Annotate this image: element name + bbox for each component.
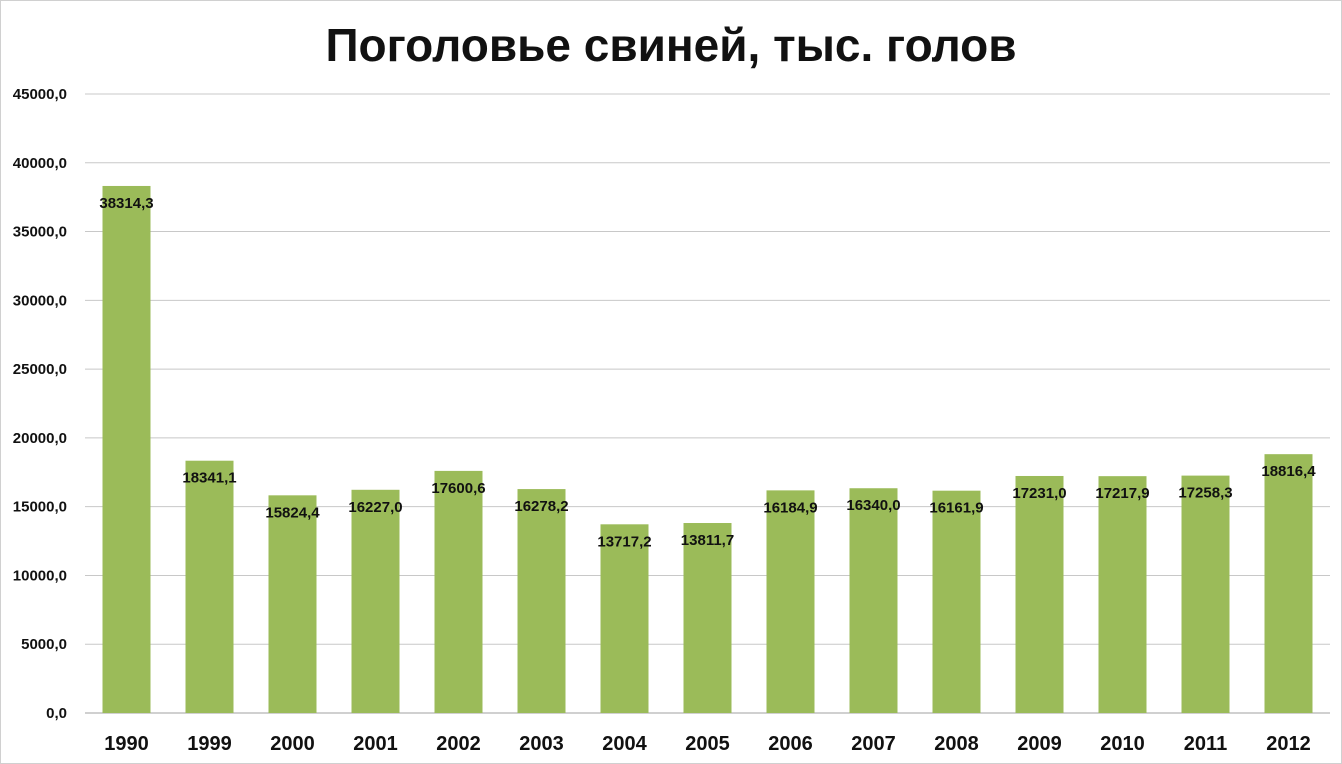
bar: [1264, 454, 1313, 713]
bar: [766, 490, 815, 713]
x-tick-label: 2007: [851, 733, 896, 755]
x-tick-label: 2010: [1100, 733, 1145, 755]
bar: [185, 460, 234, 713]
bar: [102, 185, 151, 713]
y-tick-label: 10000,0: [13, 567, 67, 584]
data-label: 13717,2: [597, 533, 651, 550]
x-tick-label: 2008: [934, 733, 979, 755]
data-label: 16161,9: [929, 500, 983, 517]
y-tick-label: 0,0: [46, 705, 67, 722]
bar: [434, 470, 483, 713]
y-tick-label: 45000,0: [13, 86, 67, 103]
data-label: 15824,4: [265, 504, 320, 521]
data-label: 16184,9: [763, 499, 817, 516]
bar: [268, 495, 317, 713]
data-label: 16227,0: [348, 499, 402, 516]
bars: [102, 185, 1313, 713]
bar: [932, 490, 981, 713]
data-label: 18816,4: [1261, 463, 1316, 480]
y-tick-label: 35000,0: [13, 224, 67, 241]
chart-title: Поголовье свиней, тыс. голов: [325, 19, 1017, 71]
data-labels: 38314,3 18341,1 15824,4 16227,0 17600,6 16278…: [99, 195, 1316, 550]
x-tick-label: 1990: [104, 733, 149, 755]
x-tick-label: 2012: [1266, 733, 1311, 755]
x-tick-label: 2011: [1184, 733, 1227, 755]
data-label: 18341,1: [182, 470, 236, 487]
y-tick-label: 20000,0: [13, 430, 67, 447]
data-label: 13811,7: [681, 532, 734, 549]
data-label: 16340,0: [846, 497, 900, 514]
data-label: 16278,2: [514, 498, 568, 515]
bar: [1098, 476, 1147, 713]
bar: [1015, 475, 1064, 713]
y-tick-label: 25000,0: [13, 361, 67, 378]
y-tick-label: 15000,0: [13, 499, 67, 516]
bar: [1181, 475, 1230, 713]
bar: [849, 488, 898, 713]
y-tick-label: 5000,0: [21, 636, 67, 653]
x-tick-label: 2000: [270, 733, 315, 755]
x-tick-label: 1999: [187, 733, 232, 755]
y-tick-label: 40000,0: [13, 155, 67, 172]
data-label: 38314,3: [99, 195, 153, 212]
data-label: 17217,9: [1095, 485, 1149, 502]
bar: [351, 489, 400, 713]
x-tick-label: 2006: [768, 733, 813, 755]
x-tick-label: 2002: [436, 733, 481, 755]
x-tick-label: 2003: [519, 733, 564, 755]
data-label: 17231,0: [1012, 485, 1066, 502]
x-tick-label: 2005: [685, 733, 730, 755]
bar: [683, 523, 732, 713]
data-label: 17600,6: [431, 480, 485, 497]
x-tick-label: 2009: [1017, 733, 1062, 755]
bar: [517, 489, 566, 713]
x-axis-tick-labels: 1990 1999 2000 2001 2002 2003 2004 2005 2006 2007…: [104, 733, 1311, 755]
y-axis-tick-labels: 0,0 5000,0 10000,0 15000,0 20000,0 25000,0 300…: [13, 86, 67, 722]
y-tick-label: 30000,0: [13, 292, 67, 309]
x-tick-label: 2001: [353, 733, 398, 755]
bar: [600, 524, 649, 713]
data-label: 17258,3: [1178, 485, 1232, 502]
x-tick-label: 2004: [602, 733, 647, 755]
